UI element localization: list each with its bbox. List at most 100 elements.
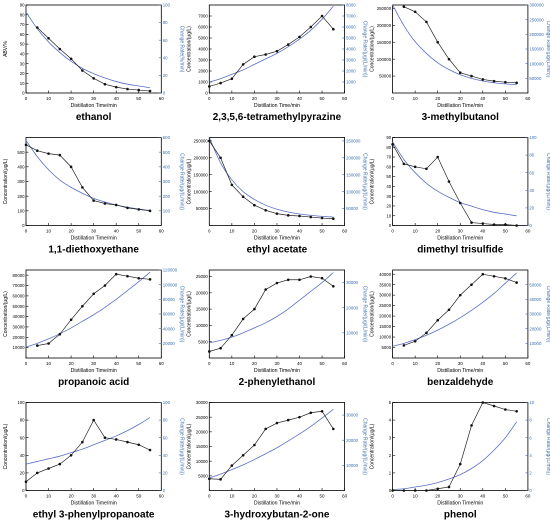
panel-2-ytick-label-3: 3000 [198, 58, 208, 63]
panel-1-xtick-label-1: 10 [46, 96, 52, 101]
panel-5-ytick-label-3: 200000 [193, 155, 208, 160]
panel-7-y2tick-label-0: 20000 [163, 341, 176, 346]
panel-3-xtick-label-3: 30 [458, 96, 464, 101]
panel-1-y2tick-label-1: 20 [163, 73, 168, 78]
panel-5-point-9 [309, 215, 313, 219]
panel-2-xtick-label-1: 10 [229, 96, 235, 101]
panel-7-ytick-label-0: 10000 [13, 345, 26, 350]
panel-2-point-8 [298, 35, 301, 39]
panel-5-xtick-label-2: 20 [252, 229, 258, 234]
panel-9: 0 10 20 30 40 50 60 5000 10000 15000 20000 25000 300… [370, 269, 550, 388]
panel-3-xtick-label-4: 40 [480, 96, 486, 101]
panel-12-point-8 [481, 401, 485, 404]
panel-3-fit-line [392, 5, 517, 86]
panel-7-xtick-label-3: 30 [91, 361, 97, 366]
panel-10-ytick-label-0: 0 [22, 488, 25, 493]
panel-3-y2tick-label-1: 100000 [529, 61, 544, 66]
panel-8-point-11 [332, 284, 335, 288]
panel-1-point-4 [81, 69, 84, 72]
panel-6-xtick-label-4: 40 [480, 229, 486, 234]
panel-1-y2tick-label-0: 0 [163, 91, 166, 96]
panel-12-xtick-label-2: 20 [435, 494, 441, 499]
panel-12-y2tick-label-1: 2 [529, 471, 532, 476]
panel-2-ytick-label-2: 2000 [198, 69, 208, 74]
panel-3-xtick-label-5: 50 [503, 96, 509, 101]
panel-4-point-1 [35, 149, 39, 152]
panel-6-xtick-label-2: 20 [435, 229, 441, 234]
panel-10-y2tick-label-3: 60 [163, 435, 168, 440]
panel-1-title: ethanol [76, 112, 112, 123]
panel-3-y2tick-label-5: 300000 [529, 3, 544, 8]
panel-5-y2label: Change Rate/(μg/(L/min)) [362, 153, 368, 210]
panel-4-y2tick-label-4: 500 [163, 150, 171, 155]
panel-4-ytick-label-0: 0 [22, 223, 25, 228]
panel-11-point-4 [253, 443, 256, 447]
panel-6-xtick-label-5: 50 [503, 229, 509, 234]
panel-10-xlabel: Distillation Time/min [71, 501, 117, 507]
panel-7-xtick-label-4: 40 [114, 361, 120, 366]
panel-12-point-10 [504, 408, 507, 411]
panel-5-ylabel: Concentration/(μg/L) [186, 158, 192, 204]
panel-3-point-3 [436, 40, 440, 44]
panel-6-point-4 [436, 155, 440, 159]
panel-5-y2tick-label-4: 250000 [346, 138, 361, 143]
panel-9-point-3 [436, 318, 440, 322]
panel-11-y2label: Change Rate/(μg/(L/min)) [362, 418, 368, 475]
panel-4-y2tick-label-1: 200 [163, 194, 171, 199]
panel-6: 0 10 20 30 40 50 60010203040506070809002040608… [370, 135, 550, 255]
panel-10-point-4 [69, 454, 73, 457]
panel-9-point-4 [447, 308, 451, 312]
panel-2-point-1 [219, 81, 222, 85]
panel-8-point-10 [320, 276, 324, 280]
panel-3-y2tick-label-2: 150000 [529, 47, 544, 52]
panel-9-y2tick-label-4: 50000 [529, 282, 542, 287]
panel-3-y2tick-label-0: 50000 [529, 76, 542, 81]
panel-9-y2tick-label-1: 20000 [529, 326, 542, 331]
panel-11-ytick-label-2: 15000 [196, 444, 209, 449]
panel-2-ytick-label-0: 0 [205, 91, 208, 96]
panel-4-point-11 [148, 209, 152, 213]
panel-9-point-8 [492, 274, 496, 278]
panel-1-xtick-label-4: 40 [114, 96, 120, 101]
panel-10-y2tick-label-1: 20 [163, 471, 168, 476]
panel-10-y2tick-label-4: 80 [163, 418, 168, 423]
panel-12-point-3 [425, 489, 428, 492]
panel-5-ytick-label-4: 250000 [193, 138, 208, 143]
panel-11-xtick-label-1: 10 [229, 494, 235, 499]
panel-9-y2tick-label-0: 10000 [529, 341, 542, 346]
panel-6-y2tick-label-4: 80 [529, 153, 534, 158]
panel-1: 0 10 20 30 40 50 60010203040506070809002040608… [3, 3, 184, 123]
panel-8-point-2 [230, 333, 234, 337]
panel-6-y2label: Change Rate/(μg/(L/min)) [545, 153, 550, 210]
panel-10-ytick-label-4: 80 [20, 418, 25, 423]
panel-10-xtick-label-4: 40 [114, 494, 120, 499]
panel-11-point-2 [230, 464, 234, 467]
panel-6-measured-line [392, 144, 517, 226]
panel-7-ytick-label-2: 30000 [13, 325, 26, 330]
panel-10-xtick-label-2: 20 [69, 494, 75, 499]
panel-2-ytick-label-4: 4000 [198, 47, 208, 52]
panel-10-measured-line [26, 419, 151, 482]
panel-4-point-9 [126, 206, 129, 210]
panel-6-point-8 [481, 222, 485, 225]
panel-3-point-6 [470, 74, 473, 78]
panel-12-point-1 [402, 489, 406, 492]
panel-12-point-7 [470, 424, 473, 427]
panel-8-title: 2-phenylethanol [239, 377, 316, 388]
panel-9-ylabel: Concentration/(μg/L) [370, 291, 376, 337]
panel-12-y2tick-label-4: 8 [529, 418, 532, 423]
panel-10-ytick-label-3: 60 [20, 435, 25, 440]
panel-12-ylabel: Concentration/(μg/L) [370, 423, 376, 469]
panel-4-point-5 [81, 186, 84, 189]
panel-11-title: 3-hydroxybutan-2-one [224, 510, 329, 521]
panel-10-point-2 [47, 467, 50, 470]
panel-8-xtick-label-1: 10 [229, 361, 235, 366]
panel-6-ytick-label-8: 80 [386, 145, 391, 150]
panel-12-y2tick-label-0: 0 [529, 488, 532, 493]
panel-8: 0 10 20 30 40 50 60 5000 10000 15000 20000 25000 100… [186, 269, 368, 388]
panel-1-ytick-label-5: 50 [20, 42, 25, 47]
panel-11-ytick-label-3: 20000 [196, 429, 209, 434]
panel-10-xtick-label-6: 60 [159, 494, 165, 499]
panel-5-point-6 [275, 212, 279, 215]
panel-10-xtick-label-0: 0 [25, 494, 28, 499]
